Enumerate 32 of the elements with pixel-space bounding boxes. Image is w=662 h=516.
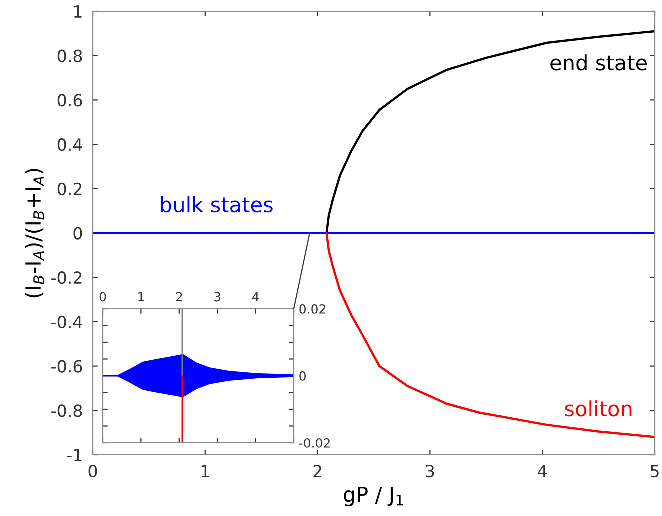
y-tick-label: 0.6 [58, 94, 82, 107]
y-tick-label: -0.4 [52, 316, 82, 329]
x-tick-label: 2 [314, 465, 322, 478]
x-tick-label: 4 [538, 465, 547, 478]
series-label: end state [550, 54, 648, 71]
x-tick-label: 4 [252, 292, 260, 302]
y-tick-label: 0.2 [58, 182, 82, 196]
x-tick-label: 0 [88, 465, 98, 478]
series-label: bulk states [161, 196, 273, 213]
y-tick-label: 1 [74, 6, 82, 18]
text: (I$_{B}$-I$_{A}$)/(I$_{B}$+I$_{A}$) [25, 169, 44, 298]
x-tick-label: 5 [650, 465, 659, 478]
line-series [326, 232, 655, 438]
x-tick-label: 3 [426, 465, 434, 478]
y-tick-label: 0 [74, 227, 82, 240]
x-tick-label: 2 [176, 292, 182, 302]
y-tick-label: -0.2 [52, 272, 82, 284]
series-label: soliton [565, 400, 632, 417]
line-series [326, 30, 655, 234]
x-tick-label: 3 [214, 292, 221, 302]
y-tick-label: -1 [67, 449, 82, 462]
y-tick-label: -0.8 [52, 404, 82, 418]
x-tick-label: 0 [100, 292, 106, 302]
x-tick-label: 1 [138, 292, 144, 302]
y-tick-label: 0.02 [300, 304, 326, 314]
y-tick-label: 0.8 [58, 50, 82, 62]
y-tick-label: -0.02 [299, 438, 330, 448]
y-tick-label: -0.6 [52, 360, 82, 373]
x-tick-label: 1 [202, 465, 210, 478]
x-axis-title: gP / J$_{1}$ [344, 486, 404, 507]
y-tick-label: 0.4 [58, 138, 82, 152]
y-tick-label: 0 [300, 371, 306, 381]
